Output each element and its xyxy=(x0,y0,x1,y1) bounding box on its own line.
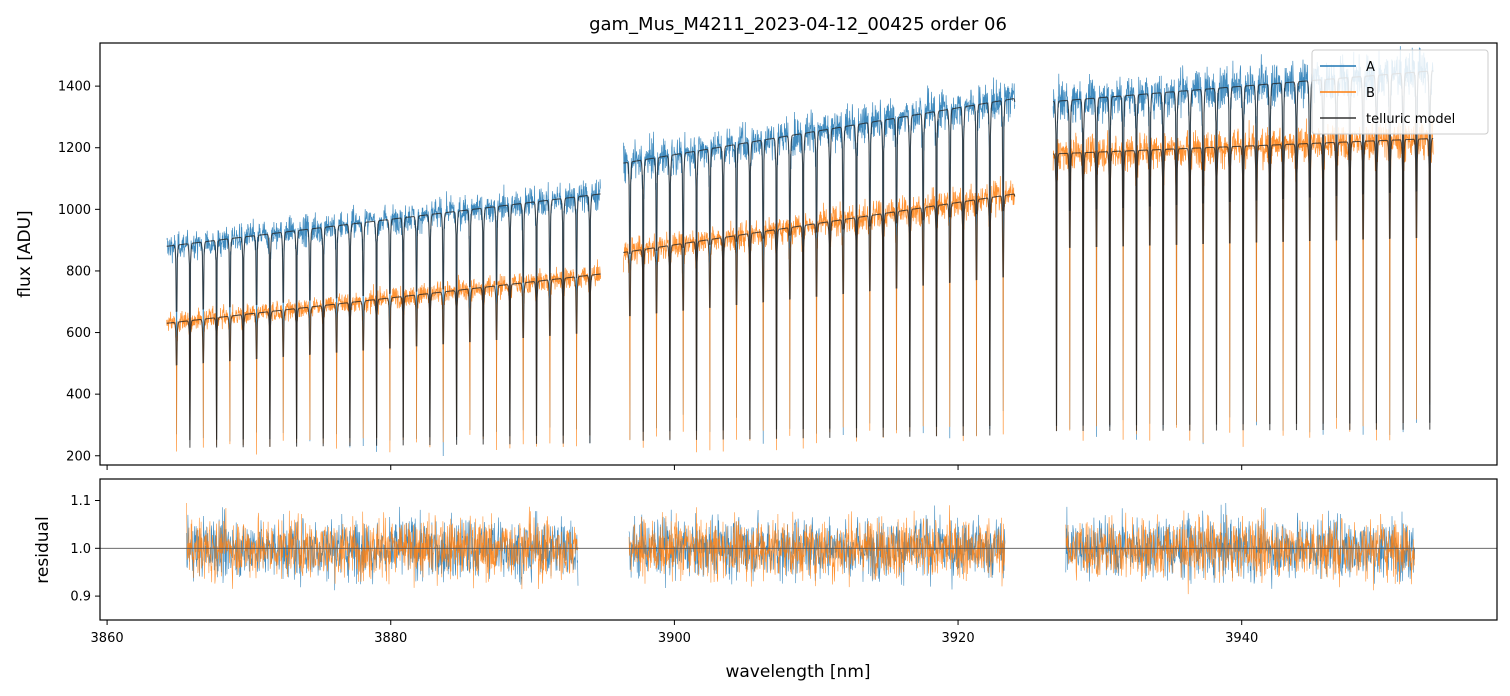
telluric-model-line xyxy=(623,193,1016,441)
residual-a-line xyxy=(628,505,1006,590)
legend-box xyxy=(1311,49,1489,135)
flux-y-tick-label: 400 xyxy=(66,388,91,403)
telluric-model-line xyxy=(623,98,1016,432)
residual-y-axis-label: residual xyxy=(33,516,53,583)
flux-y-tick-label: 600 xyxy=(66,326,91,341)
residual-y-tick-label: 0.9 xyxy=(70,590,91,605)
residual-b-line xyxy=(1065,507,1415,595)
residual-axis-ticks: 0.9 1.0 1.1 3860 3880 3900 3920 3940 xyxy=(70,494,1258,646)
flux-y-tick-label: 800 xyxy=(66,264,91,279)
legend-label-a: A xyxy=(1366,60,1375,75)
x-axis-label: wavelength [nm] xyxy=(725,662,870,682)
x-tick-label: 3860 xyxy=(91,631,124,646)
flux-y-tick-label: 1200 xyxy=(58,141,91,156)
residual-b-line xyxy=(628,505,1006,588)
residual-y-tick-label: 1.1 xyxy=(70,494,91,509)
flux-y-tick-label: 1400 xyxy=(58,80,91,95)
series-b-line xyxy=(1052,118,1434,447)
telluric-model-line xyxy=(166,193,601,441)
telluric-model-line xyxy=(1053,137,1434,432)
telluric-model-line xyxy=(166,273,601,448)
x-tick-label: 3880 xyxy=(374,631,407,646)
chart-title: gam_Mus_M4211_2023-04-12_00425 order 06 xyxy=(589,14,1007,35)
flux-plot-area xyxy=(166,46,1434,457)
x-tick-label: 3900 xyxy=(658,631,691,646)
flux-y-tick-label: 1000 xyxy=(58,203,91,218)
flux-y-tick-label: 200 xyxy=(66,449,91,464)
legend: A B telluric model xyxy=(1311,49,1489,135)
residual-plot-area xyxy=(100,502,1497,595)
series-b-line xyxy=(166,259,602,455)
legend-label-b: B xyxy=(1366,86,1375,101)
flux-axes-frame xyxy=(99,42,1498,466)
series-b-line xyxy=(622,175,1016,453)
residual-a-line xyxy=(186,506,579,591)
residual-b-line xyxy=(186,502,579,590)
flux-y-axis-label: flux [ADU] xyxy=(15,210,35,297)
residual-y-tick-label: 1.0 xyxy=(70,542,91,557)
flux-axis-ticks: 200 400 600 800 1000 1200 1400 xyxy=(58,80,1243,470)
residual-a-line xyxy=(1065,502,1415,589)
x-tick-label: 3940 xyxy=(1225,631,1258,646)
residual-axes-frame xyxy=(99,478,1498,621)
legend-label-telluric: telluric model xyxy=(1366,112,1455,127)
x-tick-label: 3920 xyxy=(942,631,975,646)
